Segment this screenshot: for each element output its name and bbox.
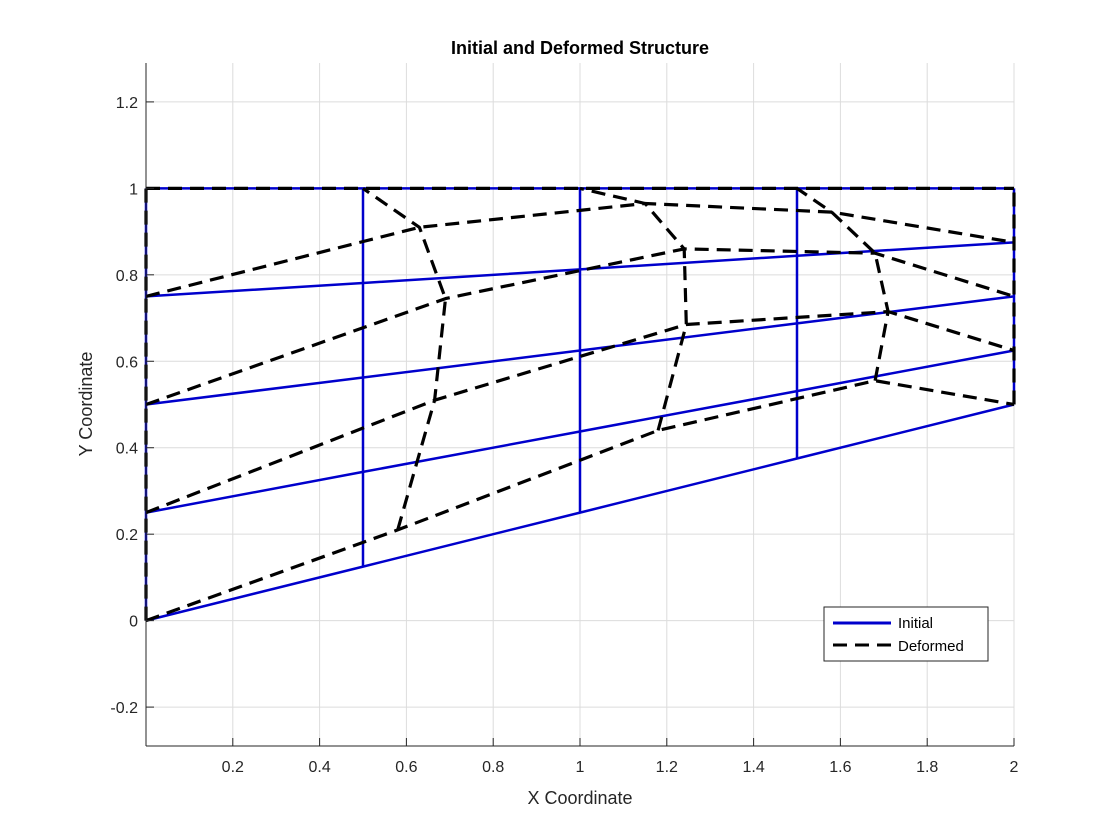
y-tick-label-5: 0.8 [116,268,138,285]
y-tick-label-2: 0.2 [116,527,138,544]
legend-label-initial: Initial [898,615,933,632]
deformed-line-1 [145,310,1015,515]
x-tick-label-4: 1 [576,759,585,776]
y-tick-label-1: 0 [129,614,138,631]
x-tick-label-9: 2 [1010,759,1019,776]
series-layer [144,186,1016,623]
y-tick-label-0: -0.2 [110,700,138,717]
y-tick-label-6: 1 [129,181,138,198]
deformed-line-6 [362,187,448,531]
x-tick-label-8: 1.8 [916,759,938,776]
series-deformed [144,186,1016,623]
x-tick-label-7: 1.6 [829,759,851,776]
x-tick-label-5: 1.2 [656,759,678,776]
y-tick-label-7: 1.2 [116,95,138,112]
chart-title: Initial and Deformed Structure [451,38,709,58]
x-tick-label-0: 0.2 [222,759,244,776]
deformed-line-8 [796,187,890,381]
x-tick-label-1: 0.4 [308,759,330,776]
x-tick-label-6: 1.4 [742,759,764,776]
tick-labels: 0.2 0.4 0.6 0.8 1 1.2 1.4 1.6 1.8 2 -0.2 0 0.2 0.4 0.6… [110,95,1018,776]
legend-label-deformed: Deformed [898,638,964,655]
y-tick-label-3: 0.4 [116,441,138,458]
x-tick-label-2: 0.6 [395,759,417,776]
x-tick-label-3: 0.8 [482,759,504,776]
y-tick-label-4: 0.6 [116,354,138,371]
x-axis-label: X Coordinate [527,788,632,808]
y-axis-label: Y Coordinate [76,352,96,457]
axes [145,63,1015,747]
legend: Initial Deformed [823,606,989,662]
deformed-line-7 [579,186,688,431]
legend-box [823,606,989,662]
deformed-line-0 [145,379,1015,623]
